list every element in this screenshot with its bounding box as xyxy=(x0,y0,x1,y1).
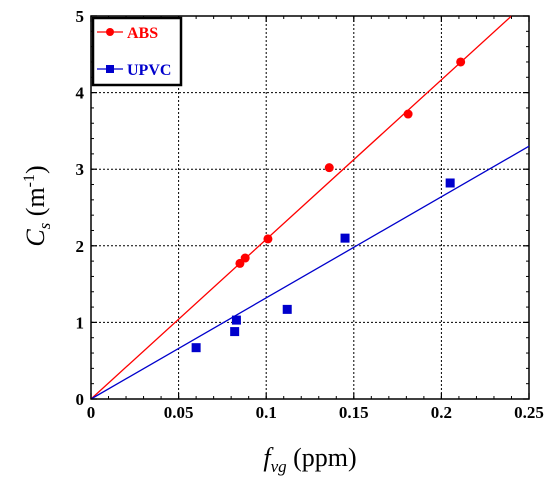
point-abs xyxy=(263,234,272,243)
y-tick-label: 3 xyxy=(76,160,85,179)
x-tick-label: 0.2 xyxy=(431,403,452,422)
legend-upvc-label: UPVC xyxy=(127,62,171,79)
x-tick-label: 0 xyxy=(87,403,96,422)
legend-abs-marker xyxy=(106,28,114,36)
point-upvc xyxy=(283,305,292,314)
legend-upvc-marker xyxy=(106,65,114,73)
legend: ABS UPVC xyxy=(93,18,181,85)
point-upvc xyxy=(341,234,350,243)
x-tick-label: 0.15 xyxy=(339,403,369,422)
point-upvc xyxy=(232,316,241,325)
y-tick-label: 0 xyxy=(76,390,85,409)
point-upvc xyxy=(446,178,455,187)
point-abs xyxy=(404,110,413,119)
x-tick-label: 0.05 xyxy=(164,403,194,422)
y-tick-label: 2 xyxy=(76,237,85,256)
y-tick-label: 5 xyxy=(76,7,85,26)
legend-abs-label: ABS xyxy=(127,25,158,42)
point-upvc xyxy=(230,327,239,336)
point-abs xyxy=(325,163,334,172)
x-axis-title: fvg (ppm) xyxy=(263,443,356,476)
x-tick-label: 0.1 xyxy=(256,403,277,422)
point-abs xyxy=(456,57,465,66)
point-abs xyxy=(241,254,250,263)
x-tick-label: 0.25 xyxy=(514,403,544,422)
y-tick-label: 1 xyxy=(76,313,85,332)
y-tick-label: 4 xyxy=(76,84,85,103)
y-axis-title: Cs (m-1) xyxy=(21,165,54,246)
point-upvc xyxy=(192,343,201,352)
